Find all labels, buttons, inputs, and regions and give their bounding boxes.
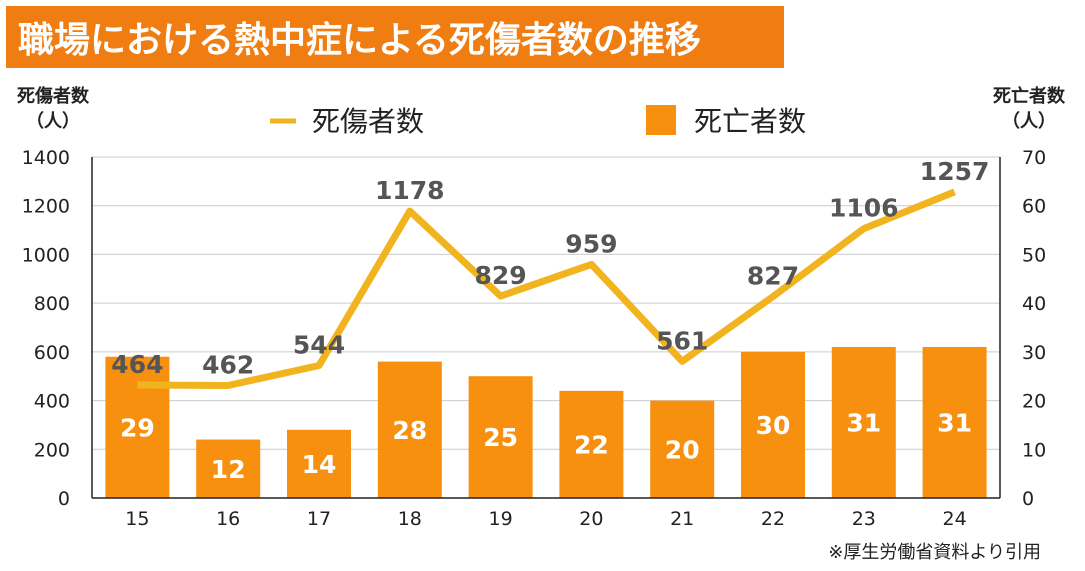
bar: [196, 439, 261, 498]
line-value-label: 462: [202, 350, 254, 379]
bar: [105, 356, 170, 498]
right-axis-tick-label: 40: [1022, 293, 1046, 315]
x-axis-tick-label: 15: [125, 508, 149, 530]
right-axis-tick-label: 20: [1022, 391, 1046, 413]
right-axis-tick-label: 50: [1022, 244, 1046, 266]
left-axis-tick-label: 1000: [22, 244, 70, 266]
bar-value-label: 31: [846, 408, 881, 437]
bar-value-label: 29: [120, 413, 155, 442]
line-value-label: 829: [475, 261, 527, 290]
x-axis-tick-label: 19: [489, 508, 513, 530]
x-axis-tick-label: 23: [852, 508, 876, 530]
right-axis-caption: 死亡者数 （人）: [984, 84, 1074, 134]
line-value-label: 464: [111, 350, 163, 379]
right-axis-caption-unit: （人）: [1002, 111, 1056, 132]
x-axis-tick-label: 20: [579, 508, 603, 530]
chart-title: 職場における熱中症による死傷者数の推移: [18, 20, 701, 61]
right-axis-tick-label: 60: [1022, 196, 1046, 218]
bar-value-label: 20: [665, 435, 700, 464]
legend-line-label: 死傷者数: [312, 105, 424, 138]
bar: [650, 400, 715, 498]
bar: [287, 429, 351, 498]
left-axis-caption-name: 死傷者数: [17, 86, 89, 107]
left-axis-tick-label: 800: [34, 293, 70, 315]
x-axis-tick-label: 17: [307, 508, 331, 530]
left-axis-tick-label: 600: [34, 342, 70, 364]
left-axis-tick-label: 0: [58, 488, 70, 510]
legend-bar-label: 死亡者数: [694, 105, 806, 138]
line-value-label: 1178: [375, 176, 445, 205]
right-axis-caption-name: 死亡者数: [993, 86, 1065, 107]
left-axis-tick-label: 1400: [22, 147, 70, 169]
bar-value-label: 31: [937, 408, 972, 437]
left-axis-caption-unit: （人）: [26, 111, 80, 132]
source-note: ※厚生労働省資料より引用: [828, 542, 1041, 563]
left-axis-caption: 死傷者数 （人）: [8, 84, 98, 134]
line-series-deaths-injuries: [137, 188, 956, 389]
x-axis-tick-label: 24: [943, 508, 967, 530]
line-value-label: 959: [565, 229, 617, 258]
bar-value-label: 22: [574, 430, 609, 459]
right-axis-tick-label: 30: [1022, 342, 1046, 364]
bar: [377, 361, 442, 498]
chart-title-banner: 職場における熱中症による死傷者数の推移: [6, 6, 784, 68]
x-axis-tick-label: 22: [761, 508, 785, 530]
left-axis-tick-label: 200: [34, 439, 70, 461]
bar-value-label: 12: [211, 455, 246, 484]
x-axis-tick-label: 16: [216, 508, 240, 530]
right-axis-tick-label: 10: [1022, 439, 1046, 461]
bar: [468, 376, 533, 498]
left-axis-tick-label: 1200: [22, 196, 70, 218]
line-value-label: 1106: [829, 194, 899, 223]
bar-value-label: 28: [392, 416, 427, 445]
bar: [922, 346, 987, 498]
bar-value-label: 14: [302, 450, 337, 479]
line-value-label: 561: [656, 326, 708, 355]
bar: [559, 390, 624, 498]
right-axis-tick-label: 70: [1022, 147, 1046, 169]
line-value-label: 827: [747, 262, 799, 291]
right-axis-tick-label: 0: [1022, 488, 1034, 510]
x-axis-tick-label: 21: [670, 508, 694, 530]
bar: [741, 351, 805, 498]
legend-bar-swatch: [646, 105, 676, 135]
line-value-label: 1257: [920, 157, 990, 186]
line-value-label: 544: [293, 330, 345, 359]
bar-value-label: 25: [483, 423, 518, 452]
x-axis-tick-label: 18: [398, 508, 422, 530]
left-axis-tick-label: 400: [34, 391, 70, 413]
bar: [831, 346, 896, 498]
bar-value-label: 30: [756, 411, 791, 440]
